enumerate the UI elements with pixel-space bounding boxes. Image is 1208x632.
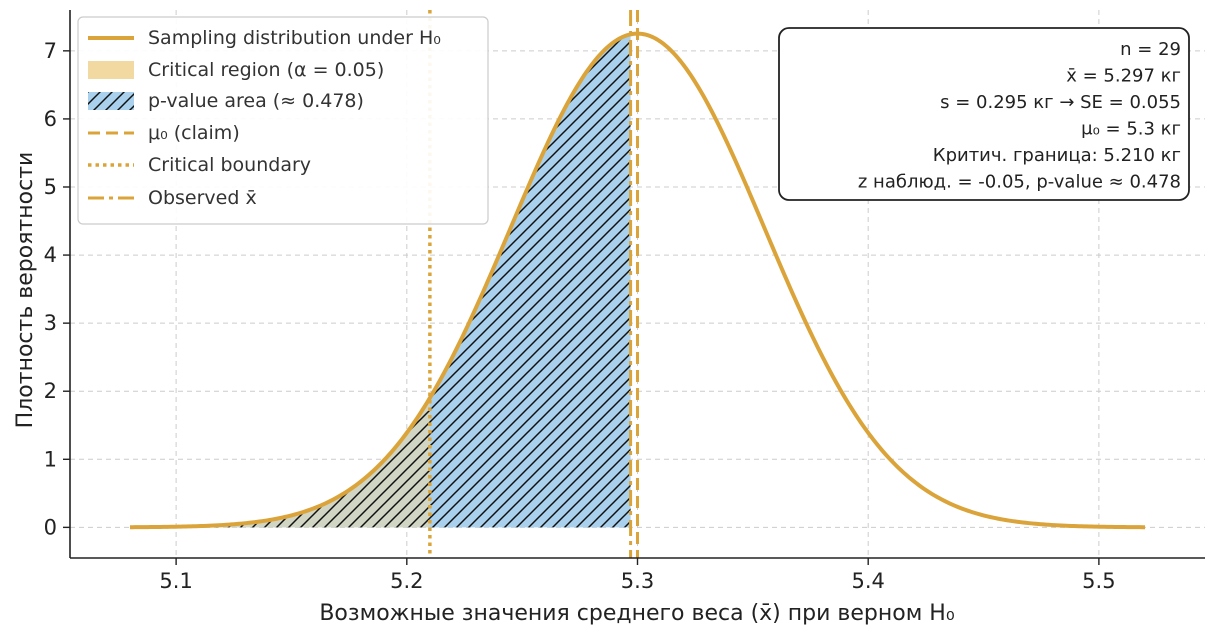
ticks: 5.1 5.2 5.3 5.4 5.5 0 1 2 3 4 5 6 7 [44, 39, 1116, 593]
y-axis-label: Плотность вероятности [13, 152, 38, 429]
x-axis-label: Возможные значения среднего веса (x̄) пр… [319, 601, 954, 626]
y-tick-label: 3 [44, 311, 57, 335]
x-tick-label: 5.3 [621, 569, 654, 593]
x-tick-label: 5.2 [390, 569, 423, 593]
legend-critical-handle [88, 61, 134, 79]
annotation-line: s = 0.295 кг → SE = 0.055 [940, 92, 1181, 113]
y-tick-label: 7 [44, 39, 57, 63]
x-tick-label: 5.5 [1082, 569, 1115, 593]
annotation-line: x̄ = 5.297 кг [1066, 66, 1181, 87]
x-tick-label: 5.4 [851, 569, 884, 593]
legend-label: Sampling distribution under H₀ [148, 27, 441, 49]
annotation-line: n = 29 [1120, 39, 1181, 60]
y-tick-label: 5 [44, 175, 57, 199]
legend-label: p-value area (≈ 0.478) [148, 90, 364, 112]
y-tick-label: 2 [44, 379, 57, 403]
annotation-line: Критич. граница: 5.210 кг [933, 145, 1181, 166]
annotation-line: μ₀ = 5.3 кг [1081, 119, 1181, 140]
annotation-box [778, 27, 1190, 201]
legend-box [77, 16, 489, 225]
annotation-line: z наблюд. = -0.05, p-value ≈ 0.478 [858, 172, 1181, 193]
legend-label: μ₀ (claim) [148, 122, 240, 144]
x-tick-label: 5.1 [159, 569, 192, 593]
y-tick-label: 4 [44, 243, 57, 267]
y-tick-label: 1 [44, 447, 57, 471]
legend-label: Critical boundary [148, 154, 311, 176]
filled-areas [129, 34, 631, 528]
density-curve [129, 31, 1146, 530]
density-curve-group [129, 31, 1146, 530]
y-tick-label: 6 [44, 107, 57, 131]
stats-annotation-box: n = 29 x̄ = 5.297 кг s = 0.295 кг → SE = 0… [778, 27, 1190, 201]
y-tick-label: 0 [44, 515, 57, 539]
p-value-hatch [129, 34, 631, 528]
legend-label: Critical region (α = 0.05) [148, 59, 384, 81]
legend-label: Observed x̄ [148, 187, 257, 209]
legend: Sampling distribution under H₀ Critical r… [77, 16, 489, 225]
legend-pvalue-hatch [88, 92, 134, 110]
